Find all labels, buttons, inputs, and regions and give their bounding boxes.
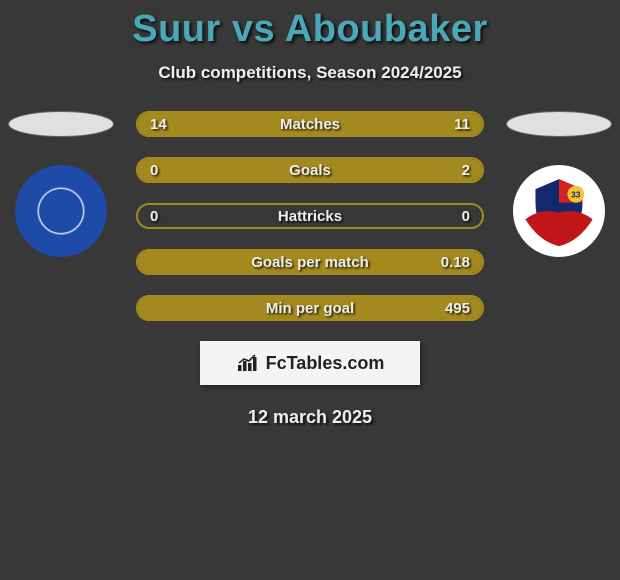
stat-text-row: Goals per match0.18: [138, 251, 482, 273]
stat-bar: 14Matches11: [136, 111, 484, 137]
chart-icon: [236, 353, 260, 373]
left-player-column: [6, 111, 116, 257]
stat-bars: 14Matches11 0Goals2 0Hattricks0 Goals per m…: [136, 111, 484, 321]
stat-label: Matches: [138, 116, 482, 133]
right-player-column: 33: [504, 111, 614, 257]
comparison-panel: 33 14Matches11 0Goals2 0Hattricks0 Goals pe…: [0, 111, 620, 428]
stat-text-row: Min per goal495: [138, 297, 482, 319]
stat-text-row: 0Hattricks0: [138, 205, 482, 227]
stat-label: Hattricks: [138, 208, 482, 225]
stat-text-row: 0Goals2: [138, 159, 482, 181]
player-avatar-placeholder: [8, 111, 114, 137]
stat-bar: 0Hattricks0: [136, 203, 484, 229]
page-title: Suur vs Aboubaker: [0, 0, 620, 51]
svg-text:33: 33: [571, 190, 581, 200]
date-label: 12 march 2025: [0, 407, 620, 428]
stat-bar: Min per goal495: [136, 295, 484, 321]
stat-label: Goals per match: [138, 254, 482, 271]
right-club-logo: 33: [513, 165, 605, 257]
stat-text-row: 14Matches11: [138, 113, 482, 135]
subtitle: Club competitions, Season 2024/2025: [0, 63, 620, 83]
stat-label: Goals: [138, 162, 482, 179]
left-club-logo: [15, 165, 107, 257]
stat-bar: 0Goals2: [136, 157, 484, 183]
stat-bar: Goals per match0.18: [136, 249, 484, 275]
brand-text: FcTables.com: [266, 353, 385, 374]
brand-badge: FcTables.com: [200, 341, 420, 385]
stat-label: Min per goal: [138, 300, 482, 317]
player-avatar-placeholder: [506, 111, 612, 137]
